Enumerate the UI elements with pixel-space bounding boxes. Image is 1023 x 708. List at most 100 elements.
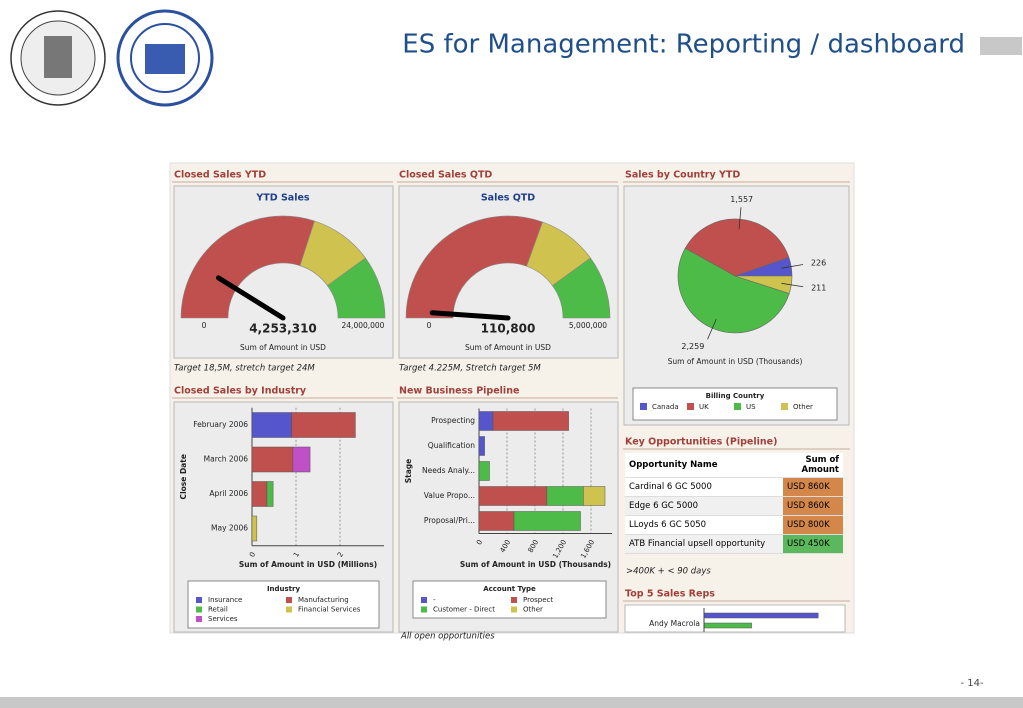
gauge-band (327, 257, 386, 319)
legend-label: - (433, 596, 436, 604)
pie-label: 226 (811, 259, 826, 268)
gauge-needle (215, 275, 286, 321)
legend-swatch (511, 606, 517, 613)
bar (703, 612, 819, 619)
gauge-value: 110,800 (481, 322, 536, 336)
page-number: - 14- (960, 678, 984, 689)
opportunity-amount: USD 450K (783, 534, 843, 554)
bar-segment (478, 411, 494, 431)
chart-note: All open opportunities (400, 632, 495, 642)
bar-segment (292, 446, 311, 473)
opportunity-name: Cardinal 6 GC 5000 (625, 477, 783, 497)
legend-title: Account Type (483, 585, 536, 593)
gauge-min: 0 (202, 321, 207, 330)
legend-label: UK (699, 403, 709, 411)
legend-swatch (421, 606, 427, 613)
legend-swatch (196, 616, 202, 622)
bar-segment (492, 411, 569, 431)
legend-swatch (687, 403, 694, 410)
pie-leader (781, 282, 804, 288)
table-row: Edge 6 GC 5000 USD 860K (625, 496, 843, 516)
opportunity-amount: USD 860K (783, 496, 843, 516)
bar-segment (546, 486, 584, 506)
column-header: Sum of Amount (783, 453, 843, 478)
slide-title: ES for Management: Reporting / dashboard (402, 30, 965, 60)
y-tick-label: March 2006 (204, 455, 249, 464)
bar-segment (251, 481, 268, 507)
bar (703, 622, 752, 629)
legend-swatch (286, 597, 292, 603)
legend-label: Financial Services (298, 606, 361, 614)
opportunity-amount: USD 800K (783, 515, 843, 535)
legend-box (632, 387, 838, 421)
opportunity-name: LLoyds 6 GC 5050 (625, 515, 783, 535)
x-tick-label: 1 (292, 551, 301, 559)
gauge-title: YTD Sales (255, 193, 310, 204)
bar-segment (251, 412, 292, 438)
legend-label: Retail (208, 606, 228, 614)
gauge-axis-label: Sum of Amount in USD (465, 343, 551, 352)
pie-axis-label: Sum of Amount in USD (Thousands) (668, 357, 803, 366)
gauge-band (180, 215, 315, 319)
table-row: LLoyds 6 GC 5050 USD 800K (625, 515, 843, 535)
x-tick-label: 0 (475, 539, 484, 547)
legend-label: Other (793, 403, 813, 411)
bar-segment (266, 481, 274, 507)
opportunity-amount: USD 860K (783, 477, 843, 497)
gauge-max: 24,000,000 (342, 321, 385, 330)
panel-title: Top 5 Sales Reps (625, 589, 715, 600)
pie-leader (707, 318, 717, 340)
gauge-title: Sales QTD (481, 193, 535, 204)
y-axis-label: Close Date (179, 454, 188, 499)
legend-swatch (196, 606, 202, 613)
legend-label: Services (208, 615, 238, 623)
logos (10, 9, 214, 107)
gauge-band (405, 215, 543, 319)
gauge-max: 5,000,000 (569, 321, 607, 330)
gauge-value: 4,253,310 (249, 322, 317, 336)
opportunity-name: ATB Financial upsell opportunity (625, 534, 783, 554)
panel-title: Closed Sales by Industry (174, 386, 307, 397)
gauge-band (552, 257, 611, 319)
legend-label: Insurance (208, 596, 242, 604)
gauge-needle (429, 310, 511, 321)
legend-label: Prospect (523, 596, 553, 604)
legend-swatch (196, 597, 202, 603)
legend-label: Manufacturing (298, 596, 349, 604)
legend-label: Other (523, 606, 543, 614)
bar-segment (583, 486, 606, 506)
legend-swatch (734, 403, 741, 410)
y-tick-label: February 2006 (193, 420, 248, 429)
panel-title: New Business Pipeline (399, 386, 519, 397)
pie-leader (781, 264, 804, 269)
y-tick-label: Qualification (428, 441, 475, 450)
gauge-min: 0 (427, 321, 432, 330)
x-tick-label: 2 (336, 551, 345, 559)
y-tick-label: Proposal/Pri... (424, 516, 475, 525)
y-tick-label: April 2006 (209, 489, 248, 498)
legend-title: Industry (267, 585, 301, 593)
title-bar (980, 37, 1022, 55)
opportunities-table: Opportunity Name Sum of Amount Cardinal 6 … (625, 453, 843, 554)
panel-title: Closed Sales QTD (399, 170, 492, 181)
y-tick-label: Needs Analy... (422, 466, 475, 475)
legend-title: Billing Country (706, 392, 765, 400)
legend-label: US (746, 403, 756, 411)
bar-segment (478, 486, 548, 506)
legend-swatch (511, 597, 517, 603)
panel-title: Key Opportunities (Pipeline) (625, 437, 777, 448)
legend-box (412, 580, 607, 619)
bar-segment (251, 446, 294, 473)
legend-swatch (421, 597, 427, 603)
legend-label: Customer - Direct (433, 606, 495, 614)
x-axis-label: Sum of Amount in USD (Thousands) (460, 560, 611, 569)
y-axis-label: Stage (404, 459, 413, 484)
gauge-note: Target 4.225M, Stretch target 5M (399, 364, 541, 374)
legend-label: Canada (652, 403, 679, 411)
table-note: >400K + < 90 days (626, 567, 711, 577)
pie-leader (738, 207, 742, 230)
y-tick-label: May 2006 (211, 524, 248, 533)
pie-label: 211 (811, 283, 826, 292)
